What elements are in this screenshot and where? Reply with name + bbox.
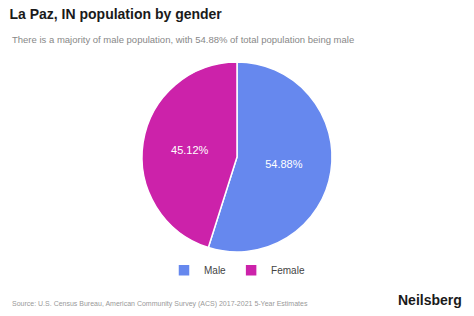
- svg-text:Neilsberg: Neilsberg: [398, 292, 462, 308]
- svg-text:Male: Male: [204, 265, 226, 276]
- svg-text:Source: U.S. Census Bureau, Am: Source: U.S. Census Bureau, American Com…: [12, 300, 308, 308]
- svg-text:45.12%: 45.12%: [171, 144, 209, 156]
- svg-text:54.88%: 54.88%: [265, 158, 303, 170]
- svg-text:Female: Female: [271, 265, 305, 276]
- svg-text:La Paz, IN population by gende: La Paz, IN population by gender: [9, 6, 222, 22]
- svg-text:There is a majority of male po: There is a majority of male population, …: [12, 34, 354, 45]
